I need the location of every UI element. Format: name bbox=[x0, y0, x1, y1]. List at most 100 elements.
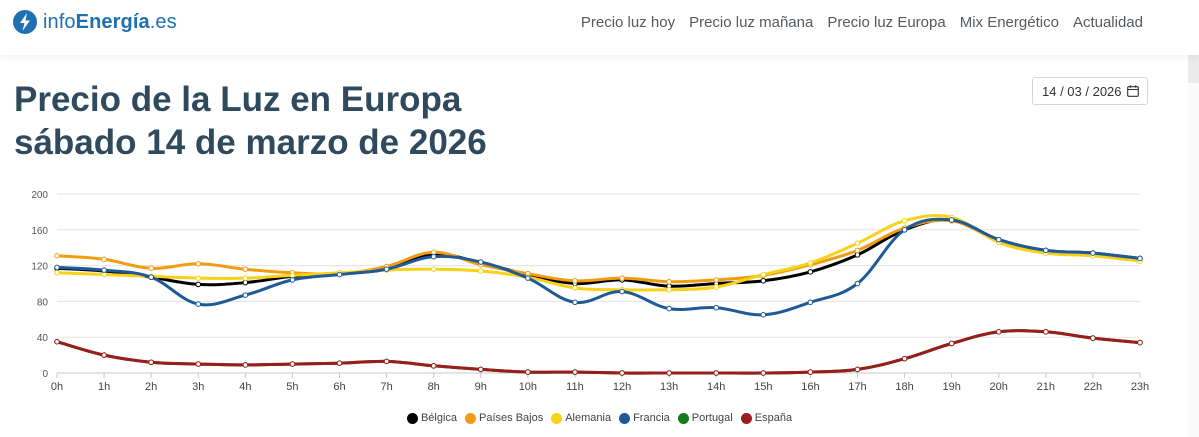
nav-precio-luz-europa[interactable]: Precio luz Europa bbox=[827, 14, 946, 31]
data-point-paises-bajos[interactable] bbox=[572, 278, 578, 284]
data-point-espana[interactable] bbox=[1043, 329, 1049, 335]
data-point-paises-bajos[interactable] bbox=[666, 278, 672, 285]
series-line-alemania[interactable] bbox=[55, 213, 1142, 292]
data-point-francia[interactable] bbox=[854, 280, 861, 287]
calendar-icon[interactable] bbox=[1126, 85, 1139, 97]
data-point-francia[interactable] bbox=[336, 271, 343, 278]
data-point-belgica[interactable] bbox=[807, 269, 814, 275]
data-point-alemania[interactable] bbox=[854, 240, 861, 247]
legend-item-portugal[interactable]: Portugal bbox=[677, 412, 733, 424]
site-logo[interactable]: infoEnergía.es bbox=[12, 9, 177, 35]
data-point-francia[interactable] bbox=[572, 299, 578, 306]
data-point-belgica[interactable] bbox=[854, 252, 861, 258]
series-paises-bajos[interactable] bbox=[54, 218, 1143, 285]
nav-mix-energetico[interactable]: Mix Energético bbox=[959, 14, 1059, 31]
series-line-espana[interactable] bbox=[55, 329, 1142, 375]
data-point-espana[interactable] bbox=[807, 369, 814, 375]
data-point-espana[interactable] bbox=[383, 358, 390, 365]
series-francia[interactable] bbox=[54, 217, 1143, 318]
series-line-francia[interactable] bbox=[55, 217, 1142, 317]
data-point-alemania[interactable] bbox=[289, 272, 296, 279]
data-point-francia[interactable] bbox=[807, 299, 814, 306]
data-point-paises-bajos[interactable] bbox=[195, 261, 202, 267]
data-point-francia[interactable] bbox=[901, 227, 908, 233]
legend-item-alemania[interactable]: Alemania bbox=[551, 412, 611, 424]
data-point-francia[interactable] bbox=[760, 312, 767, 318]
data-point-belgica[interactable] bbox=[195, 281, 202, 288]
data-point-espana[interactable] bbox=[336, 360, 343, 366]
data-point-alemania[interactable] bbox=[572, 285, 578, 291]
series-espana[interactable] bbox=[54, 329, 1143, 376]
data-point-francia[interactable] bbox=[1090, 250, 1096, 256]
data-point-paises-bajos[interactable] bbox=[854, 247, 861, 254]
nav-precio-luz-hoy[interactable]: Precio luz hoy bbox=[580, 14, 676, 31]
data-point-alemania[interactable] bbox=[477, 268, 484, 274]
data-point-francia[interactable] bbox=[101, 267, 107, 273]
data-point-alemania[interactable] bbox=[54, 269, 60, 276]
data-point-francia[interactable] bbox=[995, 236, 1002, 243]
data-point-alemania[interactable] bbox=[430, 266, 437, 272]
data-point-francia[interactable] bbox=[383, 266, 390, 272]
data-point-paises-bajos[interactable] bbox=[713, 277, 720, 283]
data-point-espana[interactable] bbox=[477, 366, 484, 373]
data-point-espana[interactable] bbox=[854, 366, 861, 373]
data-point-francia[interactable] bbox=[289, 277, 296, 283]
nav-actualidad[interactable]: Actualidad bbox=[1072, 14, 1143, 31]
data-point-francia[interactable] bbox=[477, 259, 484, 265]
legend-item-espana[interactable]: España bbox=[740, 412, 793, 424]
date-picker[interactable]: 14 / 03 / 2026 bbox=[1032, 77, 1148, 105]
data-point-espana[interactable] bbox=[572, 369, 578, 375]
data-point-espana[interactable] bbox=[101, 352, 107, 358]
data-point-francia[interactable] bbox=[948, 217, 955, 223]
legend-label: España bbox=[754, 412, 793, 424]
data-point-alemania[interactable] bbox=[195, 275, 202, 281]
data-point-francia[interactable] bbox=[619, 288, 625, 295]
data-point-paises-bajos[interactable] bbox=[242, 266, 249, 272]
data-point-espana[interactable] bbox=[666, 370, 672, 376]
data-point-espana[interactable] bbox=[901, 355, 908, 362]
nav-precio-luz-manana[interactable]: Precio luz mañana bbox=[689, 14, 814, 31]
data-point-espana[interactable] bbox=[619, 370, 625, 376]
data-point-francia[interactable] bbox=[148, 274, 154, 281]
data-point-espana[interactable] bbox=[948, 340, 955, 347]
data-point-paises-bajos[interactable] bbox=[430, 249, 437, 255]
data-point-francia[interactable] bbox=[430, 253, 437, 260]
legend-item-francia[interactable]: Francia bbox=[619, 412, 670, 424]
data-point-paises-bajos[interactable] bbox=[148, 265, 154, 272]
data-point-paises-bajos[interactable] bbox=[101, 256, 107, 263]
data-point-francia[interactable] bbox=[525, 275, 531, 281]
data-point-alemania[interactable] bbox=[760, 271, 767, 278]
data-point-espana[interactable] bbox=[760, 370, 767, 376]
data-point-alemania[interactable] bbox=[901, 218, 908, 224]
data-point-alemania[interactable] bbox=[807, 260, 814, 266]
data-point-paises-bajos[interactable] bbox=[54, 252, 60, 259]
data-point-alemania[interactable] bbox=[713, 284, 720, 290]
data-point-francia[interactable] bbox=[54, 264, 60, 271]
data-point-espana[interactable] bbox=[148, 359, 154, 366]
data-point-alemania[interactable] bbox=[666, 286, 672, 293]
data-point-espana[interactable] bbox=[713, 370, 720, 376]
data-point-francia[interactable] bbox=[242, 292, 249, 298]
data-point-belgica[interactable] bbox=[760, 278, 767, 284]
data-point-espana[interactable] bbox=[430, 363, 437, 369]
data-point-espana[interactable] bbox=[525, 369, 531, 375]
data-point-francia[interactable] bbox=[666, 305, 672, 312]
data-point-alemania[interactable] bbox=[101, 271, 107, 278]
data-point-espana[interactable] bbox=[242, 362, 249, 368]
data-point-belgica[interactable] bbox=[242, 279, 249, 286]
data-point-francia[interactable] bbox=[1043, 247, 1049, 254]
data-point-espana[interactable] bbox=[54, 338, 60, 345]
data-point-espana[interactable] bbox=[1090, 335, 1096, 341]
legend-item-paises-bajos[interactable]: Países Bajos bbox=[465, 412, 543, 424]
data-point-francia[interactable] bbox=[1137, 255, 1143, 262]
legend-item-belgica[interactable]: Bélgica bbox=[406, 412, 457, 424]
data-point-espana[interactable] bbox=[195, 361, 202, 367]
data-point-espana[interactable] bbox=[1137, 339, 1143, 346]
data-point-espana[interactable] bbox=[289, 361, 296, 367]
data-point-francia[interactable] bbox=[195, 301, 202, 307]
data-point-espana[interactable] bbox=[995, 329, 1002, 335]
data-point-francia[interactable] bbox=[713, 304, 720, 311]
data-point-paises-bajos[interactable] bbox=[619, 275, 625, 281]
scrollbar-track[interactable] bbox=[1188, 55, 1199, 83]
data-point-alemania[interactable] bbox=[242, 275, 249, 281]
